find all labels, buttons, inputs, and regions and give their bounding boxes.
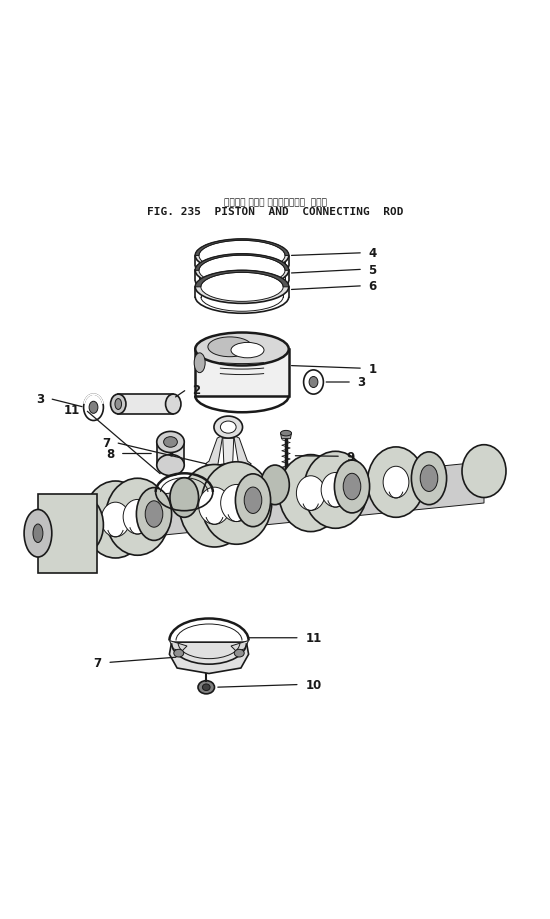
Ellipse shape (383, 467, 409, 498)
Ellipse shape (214, 416, 243, 438)
Ellipse shape (304, 370, 323, 394)
Ellipse shape (199, 241, 285, 271)
Text: ピストン および コネクティング  ロッド: ピストン および コネクティング ロッド (223, 199, 327, 208)
Text: 8: 8 (106, 448, 114, 460)
Ellipse shape (101, 503, 130, 538)
Ellipse shape (420, 466, 438, 492)
Ellipse shape (89, 402, 98, 414)
Polygon shape (195, 271, 289, 288)
Ellipse shape (201, 462, 272, 545)
Ellipse shape (214, 471, 242, 487)
Ellipse shape (157, 455, 184, 476)
Text: 11: 11 (63, 403, 80, 416)
Ellipse shape (84, 394, 103, 421)
Ellipse shape (136, 488, 172, 540)
Ellipse shape (221, 485, 252, 522)
Ellipse shape (462, 445, 506, 498)
Text: 4: 4 (368, 247, 377, 260)
Ellipse shape (194, 354, 205, 373)
Text: 6: 6 (368, 280, 377, 293)
Text: 5: 5 (368, 264, 377, 277)
Text: 3: 3 (36, 392, 44, 405)
Polygon shape (157, 442, 184, 466)
Text: 2: 2 (192, 383, 201, 396)
Polygon shape (223, 438, 234, 464)
Ellipse shape (234, 650, 244, 657)
Text: 11: 11 (305, 631, 322, 644)
Ellipse shape (195, 240, 289, 273)
Ellipse shape (231, 343, 264, 358)
Polygon shape (234, 436, 251, 469)
Ellipse shape (235, 474, 271, 528)
Polygon shape (118, 394, 173, 414)
Ellipse shape (261, 466, 289, 505)
Ellipse shape (205, 464, 251, 493)
Polygon shape (205, 436, 223, 469)
Polygon shape (231, 641, 249, 652)
Ellipse shape (321, 473, 350, 507)
Ellipse shape (411, 452, 447, 505)
Ellipse shape (157, 432, 184, 453)
Ellipse shape (84, 482, 147, 559)
Ellipse shape (343, 474, 361, 500)
Polygon shape (198, 482, 224, 505)
Text: 7: 7 (102, 437, 110, 449)
Ellipse shape (199, 488, 230, 525)
Ellipse shape (106, 479, 169, 556)
Text: FIG. 235  PISTON  AND  CONNECTING  ROD: FIG. 235 PISTON AND CONNECTING ROD (147, 207, 403, 217)
Ellipse shape (164, 437, 177, 448)
Polygon shape (195, 349, 289, 396)
Ellipse shape (367, 448, 425, 517)
Ellipse shape (115, 399, 122, 410)
Ellipse shape (33, 525, 43, 543)
Polygon shape (195, 240, 289, 256)
Text: 9: 9 (346, 450, 355, 463)
Ellipse shape (221, 422, 236, 434)
Ellipse shape (195, 271, 289, 304)
Polygon shape (233, 482, 258, 505)
Ellipse shape (123, 500, 152, 535)
Ellipse shape (111, 394, 126, 414)
Polygon shape (195, 255, 289, 271)
Ellipse shape (199, 255, 285, 286)
Ellipse shape (309, 377, 318, 388)
Polygon shape (169, 641, 187, 652)
Ellipse shape (195, 255, 289, 288)
Ellipse shape (208, 337, 252, 357)
Ellipse shape (334, 460, 370, 514)
Ellipse shape (170, 478, 199, 517)
Polygon shape (280, 434, 292, 439)
Ellipse shape (24, 510, 52, 558)
Polygon shape (44, 462, 484, 548)
Text: 1: 1 (368, 362, 377, 375)
Ellipse shape (195, 333, 289, 366)
Ellipse shape (244, 487, 262, 514)
Ellipse shape (72, 511, 93, 539)
Ellipse shape (280, 431, 292, 437)
Text: 3: 3 (358, 376, 366, 389)
Ellipse shape (174, 650, 184, 657)
Text: 7: 7 (94, 656, 102, 669)
Ellipse shape (201, 273, 283, 302)
Ellipse shape (304, 452, 367, 528)
Ellipse shape (279, 455, 343, 532)
Ellipse shape (296, 476, 325, 511)
Text: 10: 10 (305, 678, 322, 691)
Ellipse shape (62, 497, 103, 554)
Ellipse shape (202, 685, 210, 691)
Polygon shape (169, 642, 249, 674)
Polygon shape (38, 494, 97, 573)
Ellipse shape (145, 501, 163, 528)
Ellipse shape (198, 681, 214, 694)
Ellipse shape (166, 394, 181, 414)
Ellipse shape (179, 465, 250, 548)
